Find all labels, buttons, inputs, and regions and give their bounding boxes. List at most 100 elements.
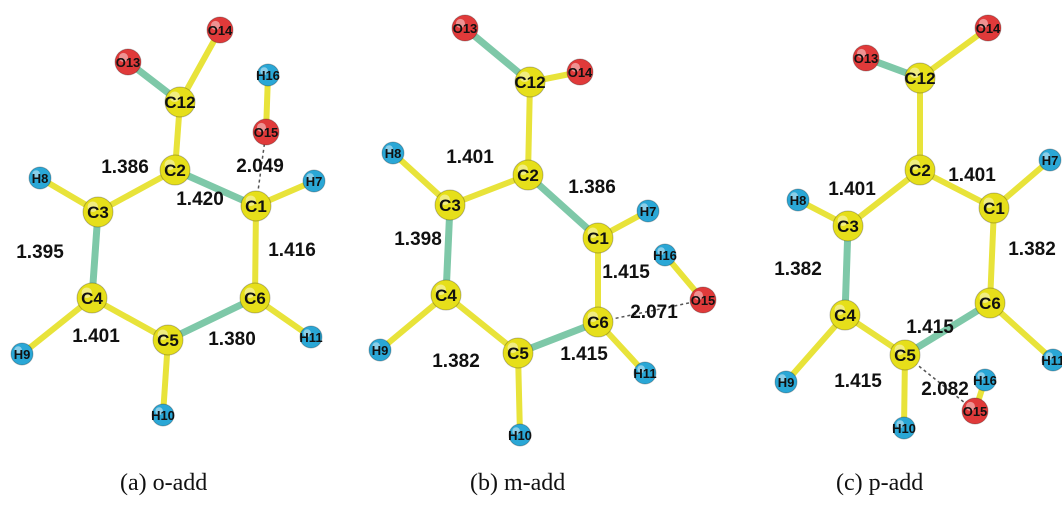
atom-label-H11: H11 — [633, 366, 656, 381]
atom-label-H11: H11 — [1041, 353, 1062, 368]
atom-C12 — [904, 62, 936, 94]
atom-highlight-O13 — [455, 18, 466, 29]
atom-highlight-C1 — [983, 197, 994, 208]
atom-label-C5: C5 — [894, 346, 916, 365]
atom-highlight-C12 — [169, 91, 180, 102]
atom-highlight-H8 — [385, 145, 393, 153]
atom-C6 — [582, 306, 614, 338]
panel-1: C1C2C3C4C5C6C12O13O14O15H7H8H9H10H11H161… — [368, 14, 717, 447]
atom-O14 — [206, 16, 234, 44]
atom-highlight-H11 — [303, 329, 311, 337]
atom-label-H11: H11 — [299, 330, 322, 345]
atom-O15 — [689, 286, 717, 314]
bond-length-C5-C6: 1.415 — [906, 317, 954, 338]
atom-label-C12: C12 — [514, 73, 545, 92]
atom-C2 — [512, 159, 544, 191]
atom-highlight-C2 — [909, 159, 920, 170]
atom-label-O15: O15 — [254, 125, 279, 140]
atom-label-O14: O14 — [976, 21, 1001, 36]
bond-length-C1-C6: 1.415 — [602, 262, 650, 283]
bond-length-C5-O15: 2.082 — [921, 379, 969, 400]
atom-H7 — [1038, 148, 1062, 172]
atom-label-H9: H9 — [372, 343, 389, 358]
atom-label-C6: C6 — [244, 289, 266, 308]
atom-highlight-O14 — [570, 62, 580, 72]
atom-highlight-H9 — [372, 342, 380, 350]
atom-label-O13: O13 — [854, 51, 879, 66]
atom-label-C2: C2 — [164, 161, 186, 180]
atom-highlight-C4 — [834, 304, 845, 315]
atom-label-O13: O13 — [453, 21, 478, 36]
atom-C5 — [889, 339, 921, 371]
atom-C12 — [164, 86, 196, 118]
atom-H16 — [256, 63, 280, 87]
atom-H10 — [508, 423, 532, 447]
atom-label-C1: C1 — [587, 229, 609, 248]
atom-C3 — [434, 189, 466, 221]
atom-C12 — [514, 66, 546, 98]
atom-label-C3: C3 — [87, 203, 109, 222]
bond-length-C5-C6: 1.415 — [560, 344, 608, 365]
atom-C1 — [582, 222, 614, 254]
atom-label-C5: C5 — [507, 344, 529, 363]
atom-H10 — [151, 403, 175, 427]
atom-label-C6: C6 — [587, 313, 609, 332]
bond-length-C5-C6: 1.380 — [208, 329, 256, 350]
bond-C12-C2 — [525, 79, 533, 178]
atom-C1 — [240, 190, 272, 222]
atom-highlight-C5 — [157, 329, 168, 340]
atom-C6 — [974, 287, 1006, 319]
atom-highlight-H11 — [1045, 352, 1053, 360]
bond-C5-C6 — [164, 294, 259, 344]
atom-C6 — [239, 282, 271, 314]
atom-highlight-C6 — [979, 292, 990, 303]
atom-O13 — [451, 14, 479, 42]
atom-label-H10: H10 — [508, 428, 532, 443]
atom-highlight-C1 — [587, 227, 598, 238]
bond-length-C2-C3: 1.386 — [101, 157, 149, 178]
atom-label-H8: H8 — [32, 171, 49, 186]
atom-highlight-C4 — [81, 287, 92, 298]
atom-label-H9: H9 — [778, 375, 795, 390]
atom-highlight-H10 — [155, 407, 163, 415]
atom-O13 — [852, 44, 880, 72]
atom-H11 — [299, 325, 323, 349]
atom-label-C12: C12 — [164, 93, 195, 112]
atom-highlight-C2 — [517, 164, 528, 175]
atom-highlight-O14 — [210, 20, 220, 31]
atom-highlight-H8 — [790, 192, 799, 200]
caption-m-add: (b) m-add — [470, 470, 566, 496]
atom-highlight-H9 — [14, 346, 22, 354]
atom-H9 — [774, 370, 798, 394]
atom-H8 — [381, 141, 405, 165]
atom-highlight-C12 — [909, 67, 920, 78]
atom-H7 — [636, 199, 660, 223]
atom-label-H9: H9 — [14, 347, 31, 362]
atom-C2 — [904, 154, 936, 186]
atom-H10 — [892, 416, 916, 440]
bond-length-C4-C5: 1.415 — [834, 371, 882, 392]
atom-highlight-O13 — [856, 48, 866, 58]
atom-highlight-C1 — [245, 195, 256, 206]
bond-length-C2-C3: 1.401 — [828, 179, 876, 200]
atom-label-C1: C1 — [245, 197, 267, 216]
bond-C3-C4 — [442, 201, 454, 299]
atom-highlight-C5 — [507, 342, 518, 353]
atom-H16 — [653, 243, 677, 267]
bond-C1-C6 — [987, 205, 997, 306]
bond-length-C2-C3: 1.401 — [446, 147, 494, 168]
atom-label-C1: C1 — [983, 199, 1005, 218]
panel-2: C1 C2 C3 C4 C5 C6 C12 O13 O14 O15 H7 H8 H9 H10 H11 H16 1… — [774, 14, 1062, 440]
atom-H11 — [1041, 348, 1062, 372]
bond-C2-C1 — [524, 171, 602, 242]
atom-O15 — [961, 397, 989, 425]
atom-C5 — [152, 324, 184, 356]
atom-highlight-H7 — [1042, 152, 1050, 160]
atom-highlight-H10 — [896, 420, 905, 428]
atom-highlight-O15 — [693, 290, 703, 301]
atom-highlight-C6 — [244, 287, 255, 298]
atom-highlight-C12 — [519, 71, 530, 82]
atom-label-H7: H7 — [1042, 153, 1059, 168]
atom-O14 — [566, 58, 594, 86]
